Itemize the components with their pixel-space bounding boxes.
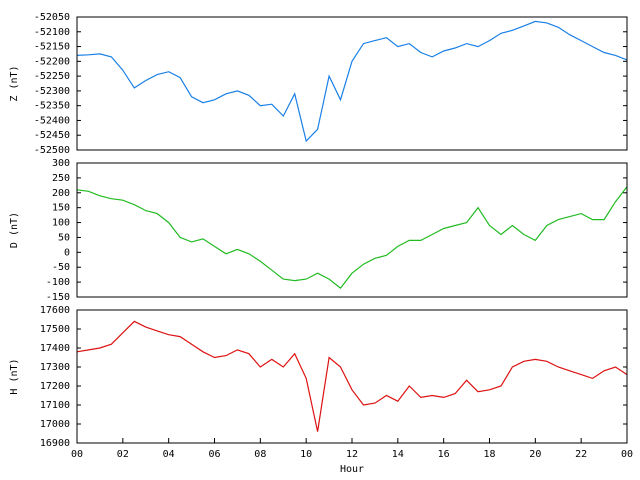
x-tick-label: 16 [438, 449, 450, 460]
x-tick-label: 08 [254, 449, 266, 460]
y-tick-label: -52200 [34, 56, 70, 67]
y-tick-label: -52400 [34, 115, 70, 126]
y-tick-label: -52100 [34, 27, 70, 38]
x-tick-label: 22 [575, 449, 587, 460]
y-tick-label: 17200 [40, 381, 70, 392]
x-tick-label: 20 [529, 449, 541, 460]
x-tick-label: 04 [163, 449, 175, 460]
y-tick-label: 50 [58, 232, 70, 243]
y-tick-label: -52350 [34, 101, 70, 112]
y-axis-label: H (nT) [9, 358, 20, 394]
x-tick-label: 18 [483, 449, 495, 460]
y-tick-label: 17400 [40, 343, 70, 354]
y-tick-label: -52150 [34, 42, 70, 53]
x-tick-label: 00 [71, 449, 83, 460]
y-tick-label: -100 [46, 277, 70, 288]
y-tick-label: -52450 [34, 130, 70, 141]
y-tick-label: 17500 [40, 324, 70, 335]
x-tick-label: 10 [300, 449, 312, 460]
y-tick-label: -52250 [34, 71, 70, 82]
x-axis-label: Hour [340, 464, 364, 475]
y-tick-label: -52050 [34, 12, 70, 23]
data-line [76, 320, 628, 432]
plot-frame [76, 16, 628, 151]
y-tick-label: 17600 [40, 305, 70, 316]
x-tick-label: 00 [621, 449, 633, 460]
y-tick-label: 250 [52, 173, 70, 184]
y-tick-label: 17300 [40, 362, 70, 373]
x-tick-label: 12 [346, 449, 358, 460]
y-tick-label: 0 [64, 247, 70, 258]
y-tick-label: 17100 [40, 400, 70, 411]
y-axis-label: Z (nT) [9, 65, 20, 101]
data-line [76, 20, 628, 143]
plot-frame [76, 309, 628, 444]
y-tick-label: 16900 [40, 438, 70, 449]
y-tick-label: 300 [52, 158, 70, 169]
y-tick-label: -150 [46, 292, 70, 303]
y-tick-label: 150 [52, 203, 70, 214]
data-line [76, 186, 628, 289]
y-axis-label: D (nT) [9, 212, 20, 248]
x-tick-label: 14 [392, 449, 404, 460]
y-tick-label: 200 [52, 188, 70, 199]
x-tick-label: 02 [117, 449, 129, 460]
y-tick-label: -50 [52, 262, 70, 273]
plot-frame [76, 162, 628, 298]
y-tick-label: 17000 [40, 419, 70, 430]
y-tick-label: -52500 [34, 145, 70, 156]
y-tick-label: -52300 [34, 86, 70, 97]
x-tick-label: 06 [208, 449, 220, 460]
y-tick-label: 100 [52, 218, 70, 229]
